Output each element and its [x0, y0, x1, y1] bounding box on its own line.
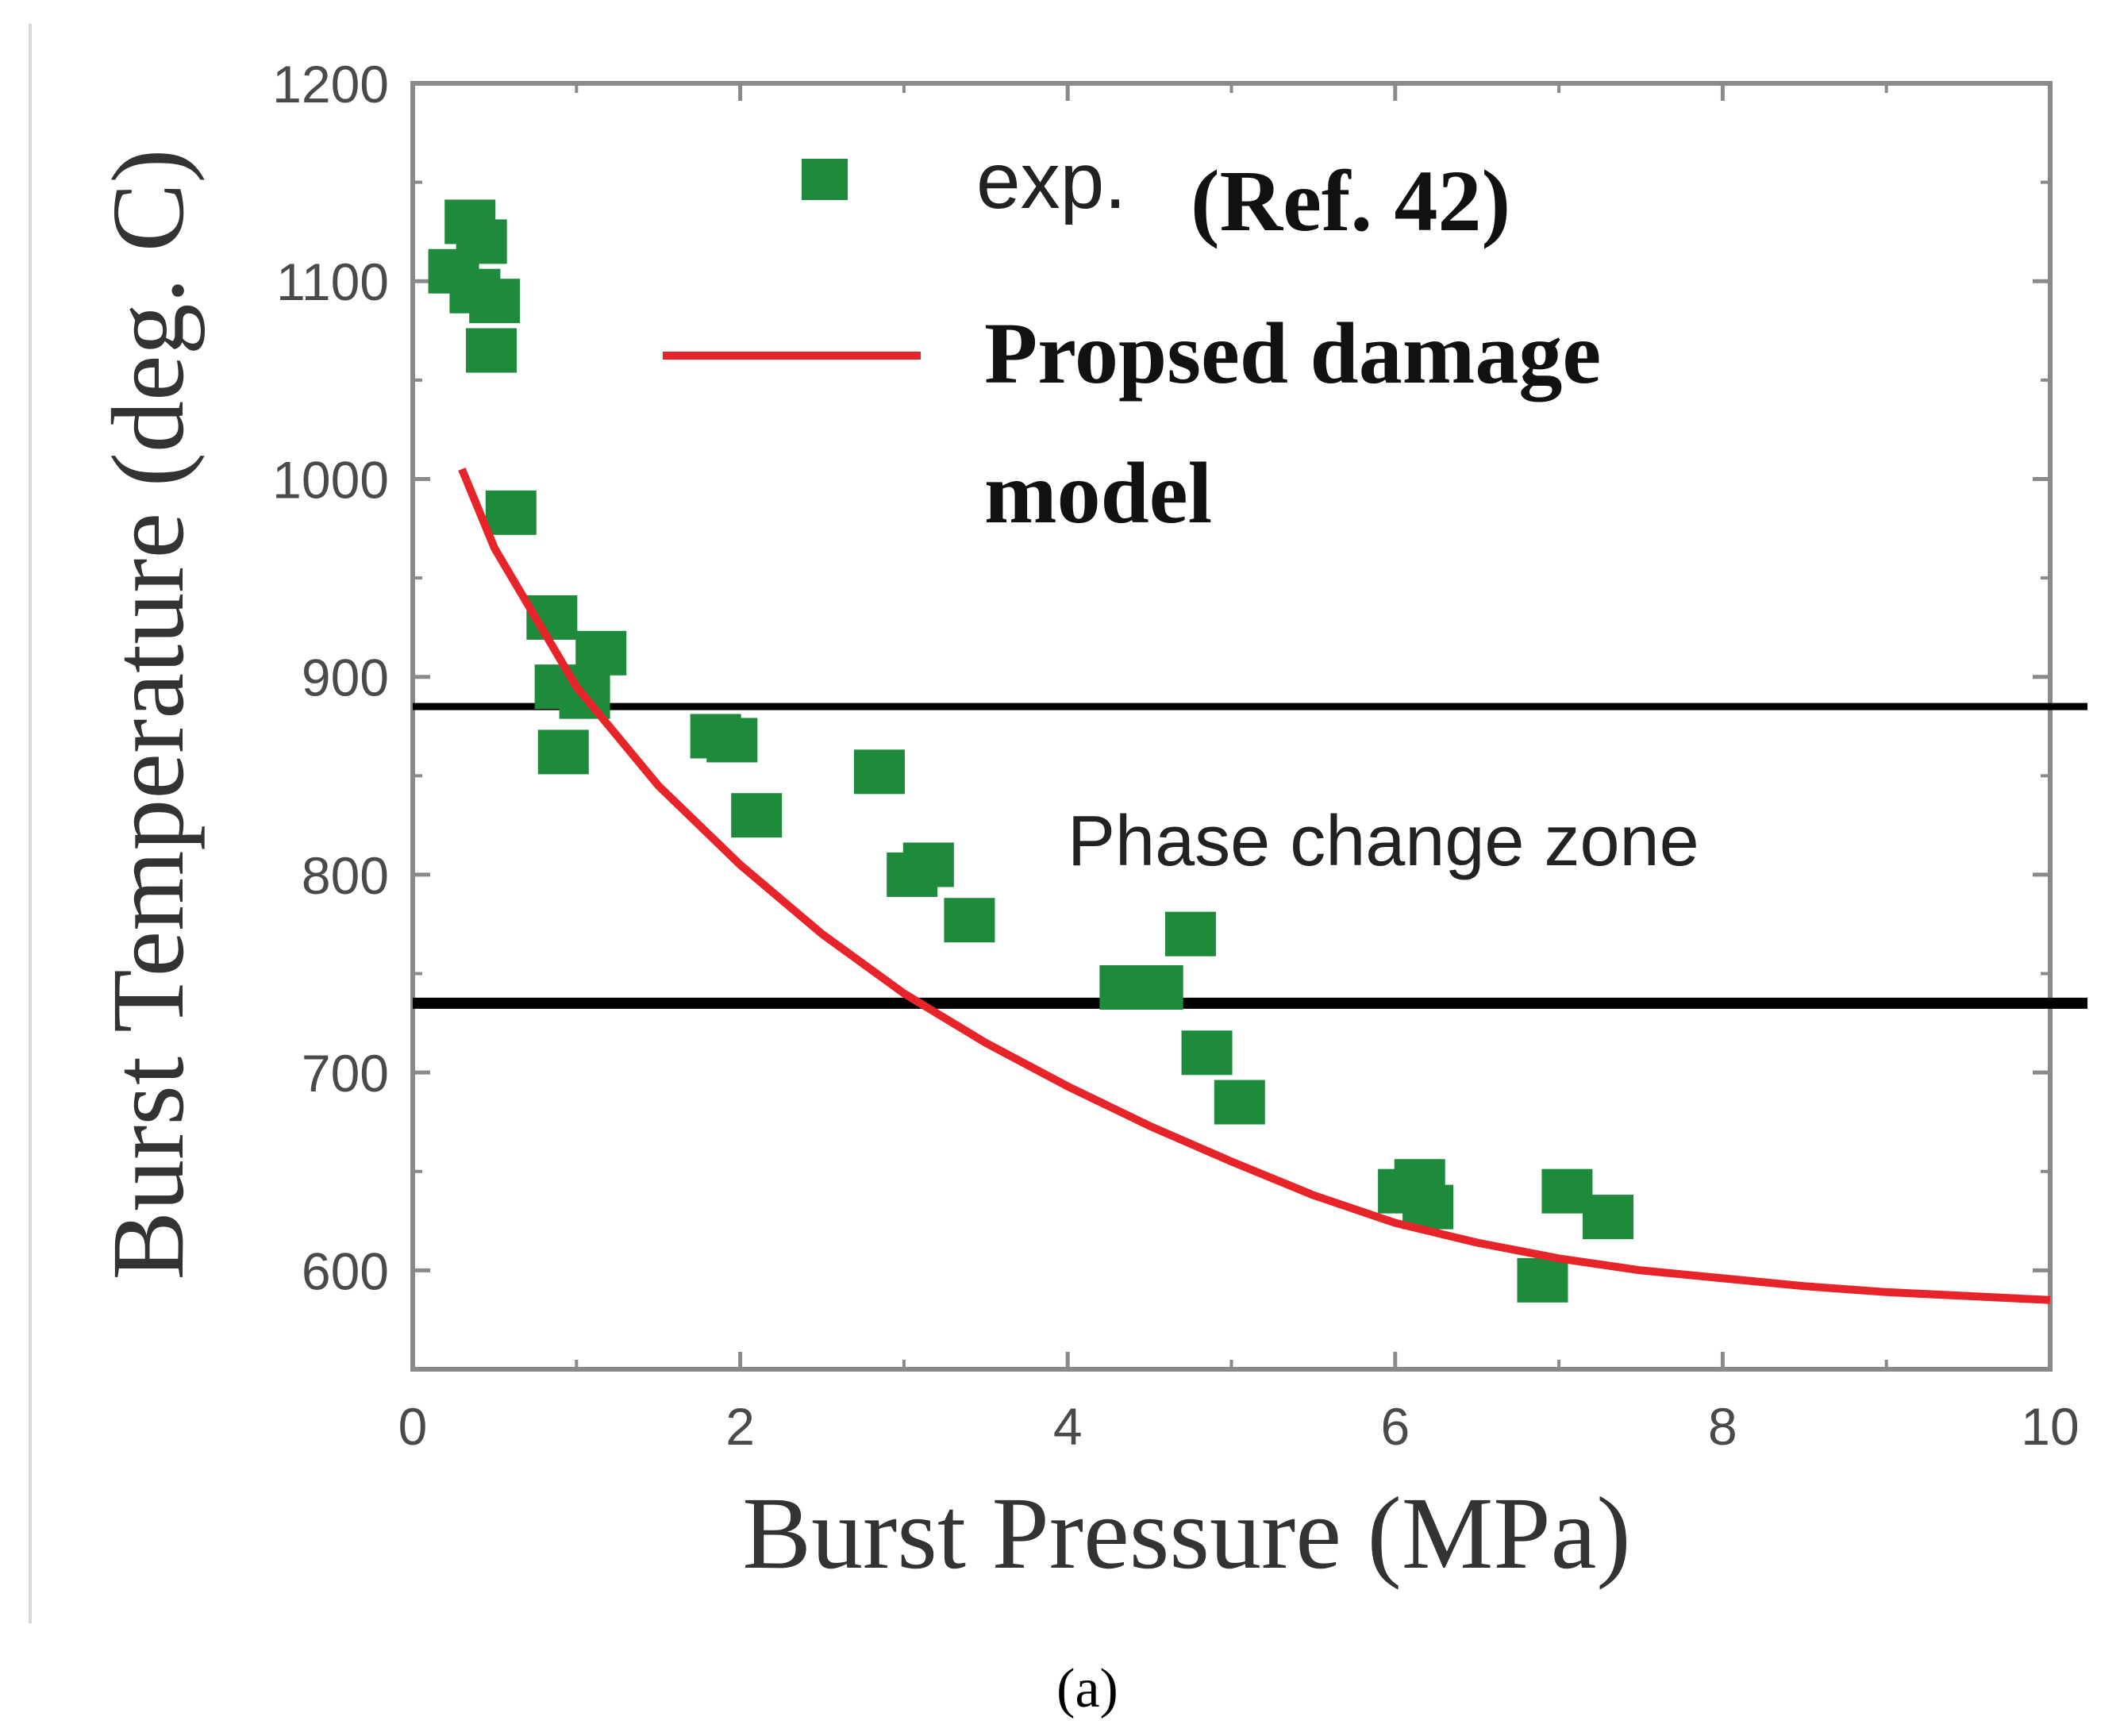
y-tick-label: 700: [302, 1044, 389, 1103]
model-curve: [458, 468, 2051, 1304]
exp-point: [1164, 911, 1216, 957]
plot-frame: [410, 81, 2053, 1372]
legend-exp-ref: (Ref. 42): [1191, 152, 1510, 249]
x-tick-label: 8: [1708, 1397, 1737, 1456]
y-tick-label: 1000: [272, 450, 389, 509]
x-axis-title: Burst Pressure (MPa): [742, 1476, 1630, 1591]
x-tick-label: 2: [725, 1397, 755, 1456]
exp-point: [1132, 964, 1183, 1010]
exp-point: [469, 279, 521, 324]
exp-point: [1181, 1030, 1233, 1076]
exp-point: [1582, 1195, 1633, 1240]
legend-exp-marker: [802, 159, 848, 200]
y-tick-label: 1200: [272, 55, 389, 114]
exp-point: [456, 219, 507, 264]
x-tick-label: 0: [398, 1397, 428, 1456]
exp-point: [853, 749, 905, 795]
exp-point: [706, 718, 758, 763]
exp-point: [1402, 1184, 1454, 1230]
exp-point: [1214, 1080, 1265, 1125]
legend-model-label-line2: model: [984, 445, 1212, 541]
exp-point: [731, 793, 783, 838]
legend-exp-label: exp.: [976, 137, 1126, 225]
y-tick-label: 800: [302, 846, 389, 905]
x-tick-label: 6: [1380, 1397, 1410, 1456]
y-tick-label: 900: [302, 649, 389, 707]
ticks-layer: 0 2 4 6 8 10 600 700 800 900 1000 1100 1200: [272, 55, 2080, 1456]
exp-point: [485, 490, 537, 535]
y-tick-label: 1100: [276, 252, 389, 311]
exp-point: [466, 328, 517, 373]
model-curve-layer: [458, 468, 2051, 1304]
exp-point: [944, 898, 995, 943]
phase-change-zone-label: Phase change zone: [1068, 802, 1699, 881]
reference-lines: [413, 702, 2087, 1009]
exp-point: [537, 729, 589, 775]
x-tick-label: 4: [1053, 1397, 1083, 1456]
y-tick-label: 600: [302, 1241, 389, 1300]
legend-model-label-line1: Propsed damage: [984, 305, 1601, 402]
exp-point: [575, 630, 627, 676]
legend: exp. (Ref. 42) Propsed damage model: [663, 137, 1601, 541]
x-tick-label: 10: [2021, 1397, 2079, 1456]
exp-points: [428, 199, 1633, 1303]
exp-point: [902, 842, 954, 887]
y-axis-title: Burst Temperature (deg. C): [91, 148, 206, 1280]
exp-point: [1517, 1257, 1568, 1303]
figure-caption: (a): [1056, 1658, 1118, 1719]
